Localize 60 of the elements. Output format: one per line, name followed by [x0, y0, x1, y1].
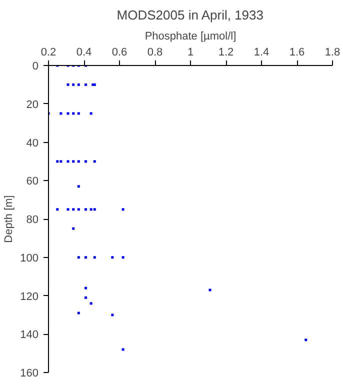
point [122, 256, 124, 259]
y-tick-label: 140 [20, 329, 39, 342]
point [90, 302, 92, 305]
point [56, 208, 59, 211]
point [93, 256, 96, 259]
chart-title: MODS2005 in April, 1933 [116, 8, 264, 22]
y-tick-label: 80 [26, 214, 39, 226]
x-tick-label: 1.2 [218, 46, 234, 58]
point [72, 208, 75, 211]
y-tick-label: 100 [20, 252, 39, 264]
point [72, 227, 75, 230]
point [122, 208, 124, 211]
x-tick-label: 1 [187, 46, 194, 58]
x-tick-label: 0.4 [76, 46, 92, 58]
point [93, 208, 96, 211]
y-tick-label: 20 [26, 98, 39, 111]
point [84, 256, 88, 259]
y-tick-label: 160 [20, 368, 39, 380]
point [77, 185, 80, 188]
y-tick-label: 120 [20, 290, 39, 303]
point [84, 160, 88, 163]
point [84, 286, 88, 290]
point [304, 338, 308, 342]
point [84, 296, 88, 299]
x-axis-title: Phosphate [µmol/l] [144, 30, 236, 42]
point [77, 208, 80, 211]
point [111, 256, 114, 259]
y-tick-label: 60 [26, 176, 39, 188]
point [84, 208, 88, 211]
point [111, 314, 114, 316]
point [77, 312, 80, 314]
y-tick-label: 40 [26, 137, 39, 150]
point [208, 288, 212, 292]
point [77, 112, 80, 115]
x-tick-label: 0.8 [147, 46, 163, 58]
point [72, 112, 75, 115]
x-tick-label: 1.6 [289, 46, 305, 58]
point [84, 83, 88, 86]
point [66, 83, 70, 86]
y-axis-title: Depth [m] [3, 195, 16, 243]
point [66, 112, 70, 115]
x-tick-label: 0.6 [112, 46, 128, 58]
point [122, 348, 124, 351]
y-tick-label: 0 [32, 60, 39, 72]
point [77, 83, 80, 86]
point [66, 160, 70, 163]
point [77, 160, 80, 163]
point [72, 160, 75, 163]
point [60, 112, 62, 115]
point [66, 208, 70, 211]
x-tick-label: 1.8 [324, 46, 340, 58]
point [93, 160, 96, 163]
point [90, 208, 92, 211]
point [72, 83, 75, 86]
x-tick-label: 0.2 [40, 46, 56, 58]
point [77, 256, 80, 259]
point [56, 160, 59, 163]
point [60, 160, 62, 163]
point [90, 112, 92, 115]
x-tick-label: 1.4 [254, 46, 270, 58]
